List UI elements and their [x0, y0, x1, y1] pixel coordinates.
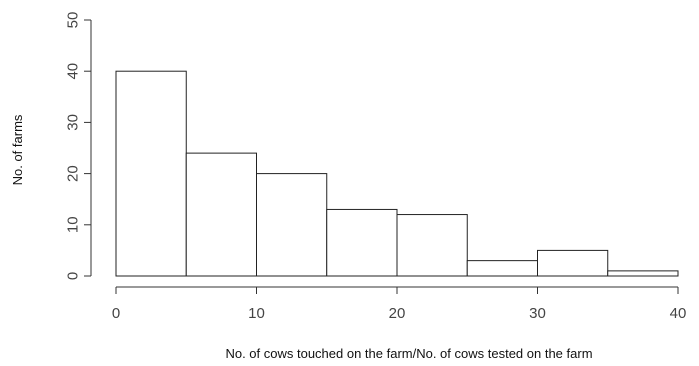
x-tick-label-10: 10 [248, 305, 265, 322]
y-tick-label-10: 10 [64, 216, 81, 233]
x-axis-title: No. of cows touched on the farm/No. of c… [225, 346, 592, 361]
y-tick-label-30: 30 [64, 114, 81, 131]
bar-20-25 [396, 214, 468, 277]
bars-group [115, 70, 679, 277]
y-tick-label-20: 20 [64, 165, 81, 182]
x-tick-label-0: 0 [112, 305, 120, 322]
y-tick-label-50: 50 [64, 12, 81, 29]
y-ticks-group: 0 10 20 30 40 50 [64, 12, 91, 280]
bar-0-5 [115, 70, 187, 277]
bar-35-40 [607, 270, 679, 277]
y-axis-title: No. of farms [10, 114, 25, 185]
bar-5-10 [185, 152, 257, 277]
x-ticks-group: 0 10 20 30 40 [112, 287, 687, 322]
x-tick-label-30: 30 [529, 305, 546, 322]
y-tick-label-0: 0 [64, 272, 81, 280]
x-tick-label-20: 20 [389, 305, 406, 322]
x-tick-label-40: 40 [670, 305, 687, 322]
bar-30-35 [537, 249, 609, 277]
bar-15-20 [326, 208, 398, 277]
bar-25-30 [466, 260, 538, 277]
y-tick-label-40: 40 [64, 63, 81, 80]
bar-10-15 [256, 173, 328, 277]
